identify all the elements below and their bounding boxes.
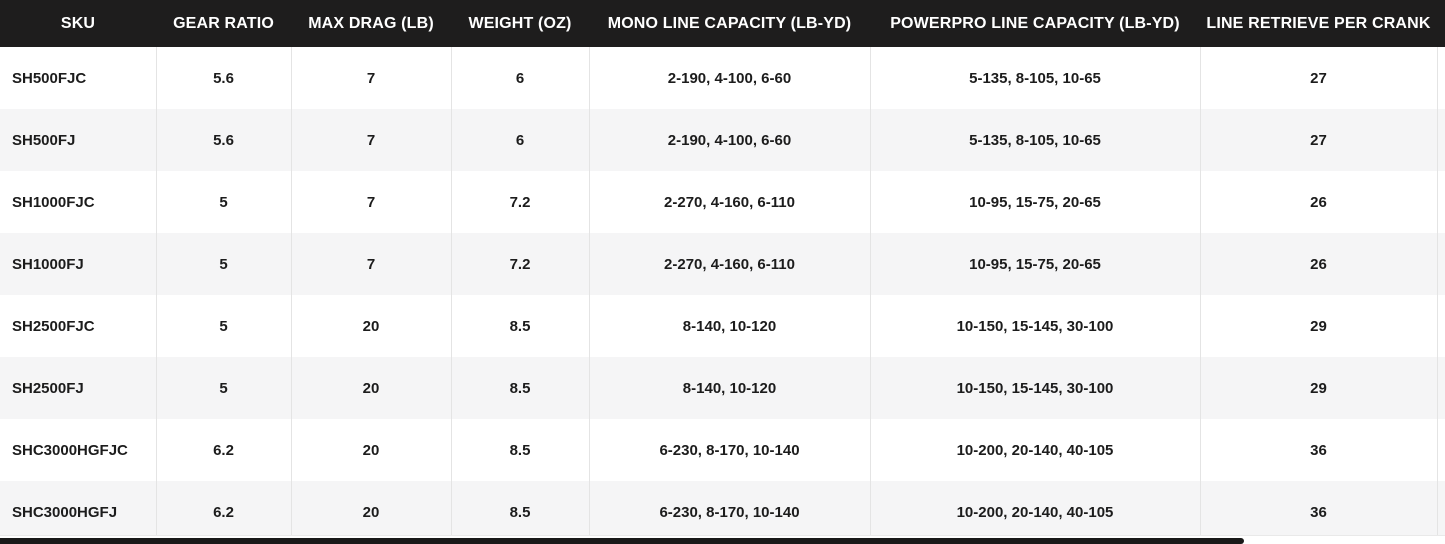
max-drag-cell: 7 <box>291 171 452 233</box>
column-header-weight: WEIGHT (OZ) <box>451 0 589 47</box>
mono-line-capacity-cell: 2-190, 4-100, 6-60 <box>589 47 871 109</box>
column-header-filler <box>1437 0 1445 47</box>
header-row: SKU GEAR RATIO MAX DRAG (LB) WEIGHT (OZ) MON… <box>0 0 1445 47</box>
sku-cell: SH2500FJC <box>0 295 157 357</box>
filler-cell <box>1437 295 1445 357</box>
gear-ratio-cell: 5.6 <box>156 47 292 109</box>
filler-cell <box>1437 357 1445 419</box>
line-retrieve-per-crank-cell: 36 <box>1200 419 1438 481</box>
column-header-sku: SKU <box>0 0 156 47</box>
table-row: SH500FJ 5.6 7 6 2-190, 4-100, 6-60 5-135, 8-1… <box>0 109 1445 171</box>
max-drag-cell: 20 <box>291 357 452 419</box>
powerpro-line-capacity-cell: 5-135, 8-105, 10-65 <box>870 47 1201 109</box>
line-retrieve-per-crank-cell: 26 <box>1200 171 1438 233</box>
sku-cell: SH500FJ <box>0 109 157 171</box>
mono-line-capacity-cell: 2-270, 4-160, 6-110 <box>589 171 871 233</box>
column-header-powerpro-line-capacity: POWERPRO LINE CAPACITY (LB-YD) <box>870 0 1200 47</box>
powerpro-line-capacity-cell: 10-95, 15-75, 20-65 <box>870 233 1201 295</box>
mono-line-capacity-cell: 2-270, 4-160, 6-110 <box>589 233 871 295</box>
weight-cell: 8.5 <box>451 295 590 357</box>
table-row: SHC3000HGFJC 6.2 20 8.5 6-230, 8-170, 10-140… <box>0 419 1445 481</box>
max-drag-cell: 20 <box>291 419 452 481</box>
sku-cell: SH1000FJC <box>0 171 157 233</box>
sku-cell: SHC3000HGFJ <box>0 481 157 543</box>
table-row: SH2500FJ 5 20 8.5 8-140, 10-120 10-150, 15-14… <box>0 357 1445 419</box>
powerpro-line-capacity-cell: 10-150, 15-145, 30-100 <box>870 295 1201 357</box>
table-row: SH2500FJC 5 20 8.5 8-140, 10-120 10-150, 15-1… <box>0 295 1445 357</box>
sku-cell: SH2500FJ <box>0 357 157 419</box>
column-header-gear-ratio: GEAR RATIO <box>156 0 291 47</box>
mono-line-capacity-cell: 2-190, 4-100, 6-60 <box>589 109 871 171</box>
powerpro-line-capacity-cell: 5-135, 8-105, 10-65 <box>870 109 1201 171</box>
powerpro-line-capacity-cell: 10-200, 20-140, 40-105 <box>870 481 1201 543</box>
powerpro-line-capacity-cell: 10-150, 15-145, 30-100 <box>870 357 1201 419</box>
line-retrieve-per-crank-cell: 27 <box>1200 109 1438 171</box>
weight-cell: 6 <box>451 109 590 171</box>
gear-ratio-cell: 5.6 <box>156 109 292 171</box>
weight-cell: 7.2 <box>451 233 590 295</box>
powerpro-line-capacity-cell: 10-95, 15-75, 20-65 <box>870 171 1201 233</box>
spec-table-body: SH500FJC 5.6 7 6 2-190, 4-100, 6-60 5-135, 8-… <box>0 47 1445 543</box>
filler-cell <box>1437 47 1445 109</box>
max-drag-cell: 7 <box>291 233 452 295</box>
gear-ratio-cell: 5 <box>156 171 292 233</box>
line-retrieve-per-crank-cell: 29 <box>1200 357 1438 419</box>
table-row: SH500FJC 5.6 7 6 2-190, 4-100, 6-60 5-135, 8-… <box>0 47 1445 109</box>
filler-cell <box>1437 481 1445 543</box>
mono-line-capacity-cell: 6-230, 8-170, 10-140 <box>589 481 871 543</box>
mono-line-capacity-cell: 8-140, 10-120 <box>589 357 871 419</box>
weight-cell: 6 <box>451 47 590 109</box>
column-header-line-retrieve-per-crank: LINE RETRIEVE PER CRANK <box>1200 0 1437 47</box>
gear-ratio-cell: 6.2 <box>156 419 292 481</box>
mono-line-capacity-cell: 8-140, 10-120 <box>589 295 871 357</box>
weight-cell: 7.2 <box>451 171 590 233</box>
powerpro-line-capacity-cell: 10-200, 20-140, 40-105 <box>870 419 1201 481</box>
scrollbar-thumb[interactable] <box>0 538 1244 544</box>
horizontal-scrollbar[interactable] <box>0 535 1445 544</box>
max-drag-cell: 7 <box>291 47 452 109</box>
sku-cell: SHC3000HGFJC <box>0 419 157 481</box>
sku-cell: SH1000FJ <box>0 233 157 295</box>
sku-cell: SH500FJC <box>0 47 157 109</box>
filler-cell <box>1437 233 1445 295</box>
max-drag-cell: 20 <box>291 481 452 543</box>
line-retrieve-per-crank-cell: 36 <box>1200 481 1438 543</box>
weight-cell: 8.5 <box>451 481 590 543</box>
table-row: SH1000FJ 5 7 7.2 2-270, 4-160, 6-110 10-95, 1… <box>0 233 1445 295</box>
gear-ratio-cell: 5 <box>156 357 292 419</box>
line-retrieve-per-crank-cell: 26 <box>1200 233 1438 295</box>
filler-cell <box>1437 109 1445 171</box>
gear-ratio-cell: 6.2 <box>156 481 292 543</box>
table-row: SH1000FJC 5 7 7.2 2-270, 4-160, 6-110 10-95, … <box>0 171 1445 233</box>
max-drag-cell: 7 <box>291 109 452 171</box>
table-row: SHC3000HGFJ 6.2 20 8.5 6-230, 8-170, 10-140 1… <box>0 481 1445 543</box>
line-retrieve-per-crank-cell: 29 <box>1200 295 1438 357</box>
filler-cell <box>1437 419 1445 481</box>
gear-ratio-cell: 5 <box>156 233 292 295</box>
max-drag-cell: 20 <box>291 295 452 357</box>
column-header-mono-line-capacity: MONO LINE CAPACITY (LB-YD) <box>589 0 870 47</box>
line-retrieve-per-crank-cell: 27 <box>1200 47 1438 109</box>
filler-cell <box>1437 171 1445 233</box>
weight-cell: 8.5 <box>451 357 590 419</box>
column-header-max-drag: MAX DRAG (LB) <box>291 0 451 47</box>
mono-line-capacity-cell: 6-230, 8-170, 10-140 <box>589 419 871 481</box>
gear-ratio-cell: 5 <box>156 295 292 357</box>
weight-cell: 8.5 <box>451 419 590 481</box>
